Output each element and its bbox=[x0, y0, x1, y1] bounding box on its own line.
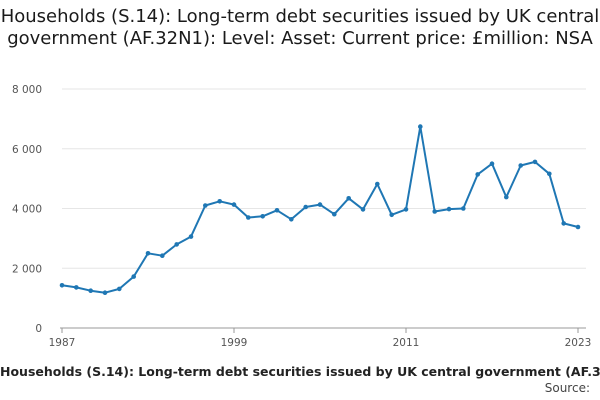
data-point bbox=[260, 214, 266, 219]
data-point bbox=[547, 171, 552, 177]
axes: 0 2 000 4 000 6 000 8 000 1987 1999 2011 2023 bbox=[12, 84, 591, 349]
data-point bbox=[102, 290, 108, 296]
data-point bbox=[360, 207, 366, 212]
data-point bbox=[532, 159, 538, 165]
data-point bbox=[418, 124, 423, 129]
data-point bbox=[246, 215, 251, 220]
data-point bbox=[332, 211, 337, 217]
data-point bbox=[432, 209, 438, 214]
data-point bbox=[446, 206, 452, 212]
data-point bbox=[346, 196, 352, 201]
data-point bbox=[575, 224, 581, 230]
x-axis-label: Households (S.14): Long-term debt securi… bbox=[0, 364, 600, 379]
data-point bbox=[203, 203, 208, 208]
data-point bbox=[217, 199, 222, 204]
x-tick-label: 2011 bbox=[393, 337, 420, 349]
series bbox=[59, 124, 581, 296]
data-point bbox=[188, 234, 194, 239]
data-point bbox=[289, 217, 294, 222]
data-point bbox=[518, 163, 523, 168]
y-tick-label: 2 000 bbox=[12, 263, 42, 275]
data-point bbox=[231, 202, 237, 207]
y-tick-label: 6 000 bbox=[12, 144, 42, 156]
data-point bbox=[317, 202, 323, 207]
x-tick-label: 1987 bbox=[49, 337, 76, 349]
data-point bbox=[461, 206, 466, 211]
data-point bbox=[160, 253, 165, 258]
data-point bbox=[561, 221, 566, 226]
data-point bbox=[475, 172, 481, 177]
gridlines bbox=[62, 88, 586, 269]
data-point bbox=[131, 274, 136, 279]
y-tick-label: 4 000 bbox=[12, 204, 42, 216]
data-point bbox=[389, 212, 395, 218]
source-label: Source: bbox=[544, 381, 590, 395]
chart-title: Households (S.14): Long-term debt securi… bbox=[0, 6, 600, 49]
x-tick-label: 1999 bbox=[221, 337, 248, 349]
data-point bbox=[88, 288, 93, 294]
y-tick-label: 0 bbox=[35, 323, 42, 335]
data-point bbox=[145, 251, 151, 256]
data-point bbox=[117, 286, 122, 292]
x-tick-label: 2023 bbox=[565, 337, 592, 349]
data-point bbox=[375, 181, 380, 187]
y-tick-label: 8 000 bbox=[12, 84, 42, 96]
data-point bbox=[489, 161, 495, 166]
data-point bbox=[303, 204, 309, 210]
data-point bbox=[504, 194, 509, 200]
data-point bbox=[274, 208, 280, 213]
data-point bbox=[59, 283, 65, 288]
data-point bbox=[403, 207, 409, 212]
data-point bbox=[74, 285, 79, 290]
data-point bbox=[174, 242, 179, 247]
